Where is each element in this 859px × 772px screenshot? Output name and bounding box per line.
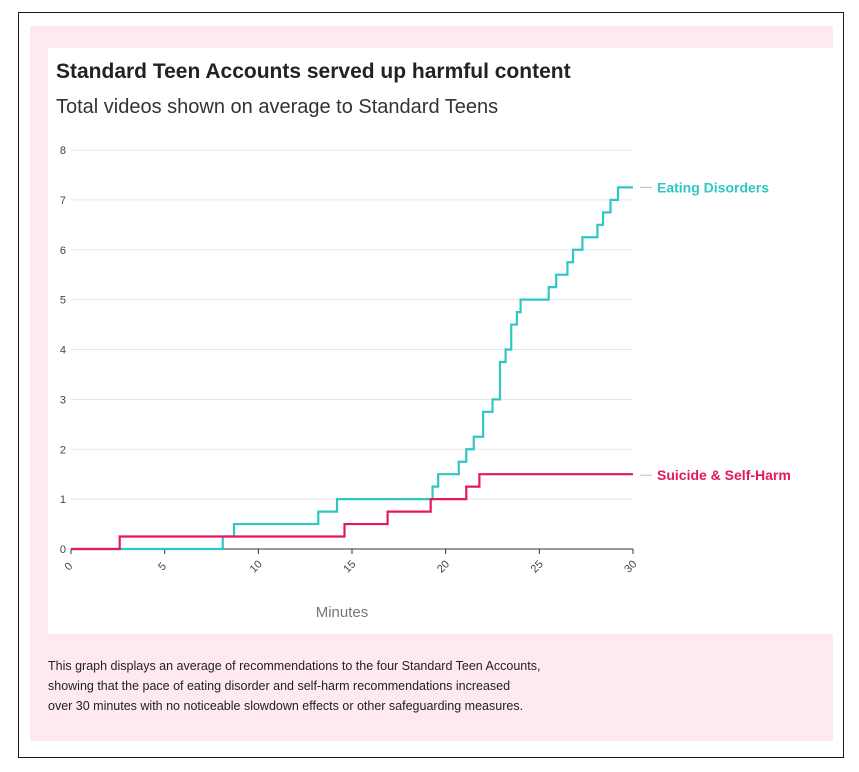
y-tick-label-0: 0 — [60, 544, 66, 556]
y-tick-label-1: 1 — [60, 494, 66, 506]
caption-line-1: This graph displays an average of recomm… — [48, 659, 541, 673]
x-tick-label-15: 15 — [341, 558, 358, 575]
x-axis-title: Minutes — [316, 604, 369, 621]
caption-line-2: showing that the pace of eating disorder… — [48, 679, 511, 693]
chart-title: Standard Teen Accounts served up harmful… — [56, 60, 571, 83]
y-tick-label-4: 4 — [60, 345, 66, 357]
series-line-eating-disorders — [71, 186, 633, 551]
x-tick-label-5: 5 — [156, 560, 169, 573]
chart-subtitle: Total videos shown on average to Standar… — [56, 96, 499, 118]
x-tick-label-0: 0 — [62, 560, 75, 573]
x-tick-label-20: 20 — [435, 558, 452, 575]
caption-line-3: over 30 minutes with no noticeable slowd… — [48, 699, 524, 713]
chart-caption: This graph displays an average of recomm… — [48, 656, 788, 716]
x-tick-label-10: 10 — [248, 558, 265, 575]
series-line-suicide-self-harm — [71, 473, 633, 551]
y-tick-label-8: 8 — [60, 145, 66, 157]
y-tick-label-2: 2 — [60, 444, 66, 456]
y-tick-label-3: 3 — [60, 394, 66, 406]
y-tick-label-7: 7 — [60, 195, 66, 207]
y-tick-label-5: 5 — [60, 295, 66, 307]
series-label-eating-disorders: Eating Disorders — [657, 179, 769, 195]
x-tick-label-25: 25 — [529, 558, 546, 575]
series-label-suicide-self-harm: Suicide & Self-Harm — [657, 467, 791, 483]
x-tick-label-30: 30 — [622, 558, 639, 575]
y-tick-label-6: 6 — [60, 245, 66, 257]
